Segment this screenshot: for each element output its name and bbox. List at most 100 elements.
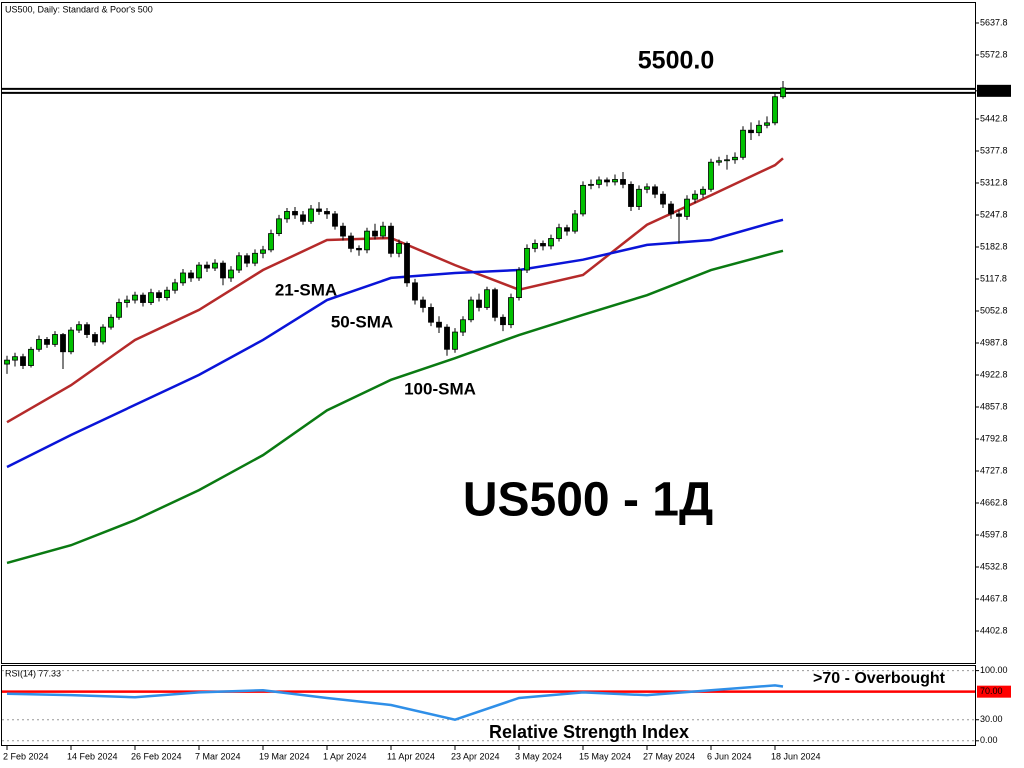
candle-body bbox=[356, 247, 362, 251]
x-tick-label: 11 Apr 2024 bbox=[387, 751, 435, 761]
x-tick-label: 15 May 2024 bbox=[579, 751, 631, 761]
y-tick-label: 100.00 bbox=[980, 665, 1008, 675]
x-tick-label: 19 Mar 2024 bbox=[259, 751, 310, 761]
x-tick-label: 3 May 2024 bbox=[515, 751, 562, 761]
candle-body bbox=[52, 334, 58, 345]
y-tick-label: 5117.8 bbox=[980, 273, 1007, 283]
candle-body bbox=[84, 324, 90, 335]
candle-body bbox=[604, 179, 610, 183]
candle-body bbox=[212, 262, 218, 269]
candle-body bbox=[276, 218, 282, 235]
candle-body bbox=[332, 213, 338, 227]
y-tick-label: 4467.8 bbox=[980, 593, 1008, 603]
y-tick-label: 4857.8 bbox=[980, 401, 1008, 411]
candle-body bbox=[716, 160, 722, 163]
candle-body bbox=[92, 334, 98, 343]
candle-body bbox=[388, 225, 394, 254]
y-tick-label: 5500.0 bbox=[980, 85, 1008, 95]
candle-body bbox=[372, 230, 378, 237]
y-tick-label: 4792.8 bbox=[980, 433, 1008, 443]
x-tick-label: 23 Apr 2024 bbox=[451, 751, 500, 761]
candle-body bbox=[644, 186, 650, 190]
x-tick-label: 27 May 2024 bbox=[643, 751, 695, 761]
candle-body bbox=[468, 299, 474, 321]
x-tick-label: 7 Mar 2024 bbox=[195, 751, 241, 761]
y-tick-label: 0.00 bbox=[980, 735, 998, 745]
candle-body bbox=[684, 198, 690, 217]
candle-body bbox=[236, 255, 242, 271]
candle-body bbox=[708, 161, 714, 190]
candle-body bbox=[108, 316, 114, 328]
candle-body bbox=[324, 211, 330, 215]
y-tick-label: 4532.8 bbox=[980, 561, 1008, 571]
chart-title: US500, Daily: Standard & Poor's 500 bbox=[5, 4, 153, 14]
y-tick-label: 4987.8 bbox=[980, 337, 1008, 347]
candle-body bbox=[676, 213, 682, 217]
overbought-annotation: >70 - Overbought bbox=[813, 670, 946, 687]
candle-body bbox=[404, 243, 410, 284]
x-tick-label: 26 Feb 2024 bbox=[131, 751, 182, 761]
candle-body bbox=[76, 324, 82, 331]
candle-body bbox=[548, 238, 554, 247]
level-label-box bbox=[977, 685, 1011, 698]
candle-body bbox=[180, 272, 186, 284]
candle-body bbox=[196, 264, 202, 279]
candle-body bbox=[700, 188, 706, 195]
y-tick-label: 5182.8 bbox=[980, 241, 1008, 251]
sma-line bbox=[6, 249, 784, 565]
candle-body bbox=[36, 339, 42, 350]
candle-body bbox=[292, 211, 298, 216]
candle-body bbox=[188, 272, 194, 279]
candle-body bbox=[652, 186, 658, 195]
candle-body bbox=[484, 289, 490, 308]
candle-body bbox=[772, 96, 778, 124]
candle-body bbox=[284, 211, 290, 220]
sma-line bbox=[6, 218, 784, 469]
candle-body bbox=[532, 243, 538, 249]
candle-body bbox=[28, 348, 34, 366]
candle-body bbox=[172, 282, 178, 291]
y-tick-label: 5312.8 bbox=[980, 177, 1008, 187]
sma-label: 50-SMA bbox=[331, 312, 393, 331]
candle-body bbox=[556, 227, 562, 239]
candle-body bbox=[268, 233, 274, 251]
y-tick-label: 5442.8 bbox=[980, 113, 1008, 123]
candle-body bbox=[364, 230, 370, 251]
candle-body bbox=[540, 243, 546, 247]
y-tick-label: 5052.8 bbox=[980, 305, 1008, 315]
candle-body bbox=[20, 356, 26, 366]
y-tick-label: 5377.8 bbox=[980, 145, 1008, 155]
candle-body bbox=[764, 122, 770, 126]
candle-body bbox=[124, 299, 130, 303]
candle-body bbox=[308, 208, 314, 222]
candle-body bbox=[564, 227, 570, 232]
candle-body bbox=[724, 159, 730, 162]
candle-body bbox=[508, 297, 514, 326]
sma-line bbox=[6, 157, 784, 424]
y-tick-label: 30.00 bbox=[980, 714, 1003, 724]
price-panel-frame bbox=[1, 2, 976, 664]
candle-body bbox=[572, 213, 578, 232]
candle-body bbox=[260, 249, 266, 254]
sma-label: 100-SMA bbox=[404, 379, 476, 398]
level-label-box bbox=[977, 84, 1011, 97]
candle-body bbox=[100, 326, 106, 343]
candle-body bbox=[340, 225, 346, 237]
candle-body bbox=[660, 193, 666, 205]
level-annotation: 5500.0 bbox=[638, 47, 714, 75]
candle-body bbox=[412, 282, 418, 301]
candle-body bbox=[316, 208, 322, 212]
chart-heading: US500 - 1Д bbox=[463, 474, 713, 527]
rsi-annotation: Relative Strength Index bbox=[489, 722, 689, 742]
candle-body bbox=[244, 255, 250, 264]
y-tick-label: 4597.8 bbox=[980, 529, 1008, 539]
candle-body bbox=[60, 334, 66, 353]
rsi-title: RSI(14) 77.33 bbox=[5, 668, 61, 678]
candle-body bbox=[516, 269, 522, 299]
y-tick-label: 4727.8 bbox=[980, 465, 1008, 475]
x-tick-label: 6 Jun 2024 bbox=[707, 751, 752, 761]
candle-body bbox=[524, 247, 530, 271]
candle-body bbox=[628, 183, 634, 207]
